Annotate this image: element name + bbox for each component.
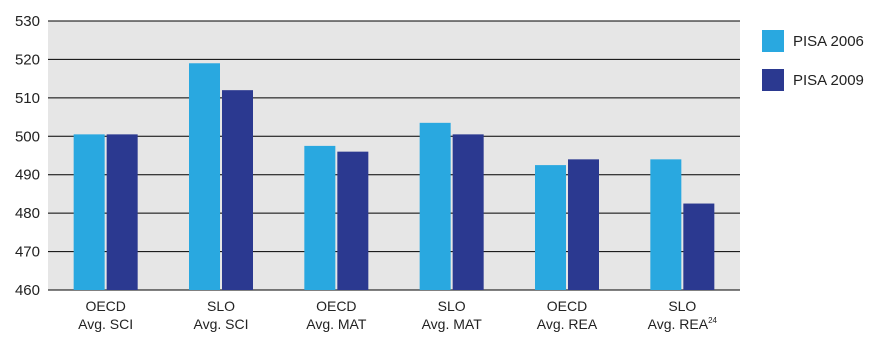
x-category-label-text: Avg. MAT (306, 316, 367, 332)
y-tick-label: 460 (15, 282, 40, 299)
bar-pisa-2009 (106, 134, 138, 290)
bar-pisa-2006 (535, 165, 566, 290)
y-tick-label: 500 (15, 128, 40, 145)
x-category-label-line1: OECD (316, 298, 356, 314)
gridlines (48, 20, 740, 291)
x-category-label-line2: Avg. REA (537, 316, 598, 332)
x-axis-category-labels: OECD Avg. SCI SLO Avg. SCI OECD Avg. MAT SLO Av… (78, 298, 717, 332)
y-tick-label: 470 (15, 244, 40, 261)
x-category-label-text: Avg. REA (537, 316, 598, 332)
legend-label: PISA 2006 (793, 33, 864, 50)
x-category-label-line2: Avg. SCI (194, 316, 249, 332)
x-category-label-line2: Avg. REA24 (648, 316, 718, 332)
x-category-label-line2: Avg. MAT (306, 316, 367, 332)
y-tick-label: 480 (15, 205, 40, 222)
x-category-label-line1: OECD (547, 298, 587, 314)
y-tick-label: 490 (15, 167, 40, 184)
bar-pisa-2009 (683, 203, 715, 290)
x-category-label-line1: SLO (438, 298, 466, 314)
y-axis-ticks: 460 470 480 490 500 510 520 530 (15, 13, 40, 299)
y-tick-label: 520 (15, 51, 40, 68)
legend-swatch (762, 30, 784, 52)
x-category-label-text: Avg. MAT (422, 316, 483, 332)
legend-label: PISA 2009 (793, 72, 864, 89)
plot-area (48, 21, 740, 290)
bar-pisa-2006 (73, 134, 105, 290)
y-tick-label: 530 (15, 13, 40, 30)
x-category-label-line1: OECD (85, 298, 125, 314)
legend-swatch (762, 69, 784, 91)
bar-pisa-2009 (568, 159, 599, 290)
x-category-label-text: Avg. REA (648, 316, 709, 332)
bar-pisa-2006 (650, 159, 682, 290)
x-category-label-line2: Avg. MAT (422, 316, 483, 332)
bars (73, 63, 715, 291)
footnote-superscript: 24 (708, 316, 717, 325)
bar-pisa-2009 (337, 151, 369, 290)
y-tick-label: 510 (15, 90, 40, 107)
x-category-label-line1: SLO (207, 298, 235, 314)
legend: PISA 2006 PISA 2009 (762, 30, 864, 91)
x-category-label-line1: SLO (668, 298, 696, 314)
bar-pisa-2006 (189, 63, 220, 291)
bar-pisa-2009 (452, 134, 484, 290)
bar-pisa-2006 (419, 122, 451, 290)
x-category-label-text: Avg. SCI (194, 316, 249, 332)
bar-pisa-2009 (222, 90, 253, 291)
bar-pisa-2006 (304, 145, 336, 290)
x-category-label-line2: Avg. SCI (78, 316, 133, 332)
x-category-label-text: Avg. SCI (78, 316, 133, 332)
